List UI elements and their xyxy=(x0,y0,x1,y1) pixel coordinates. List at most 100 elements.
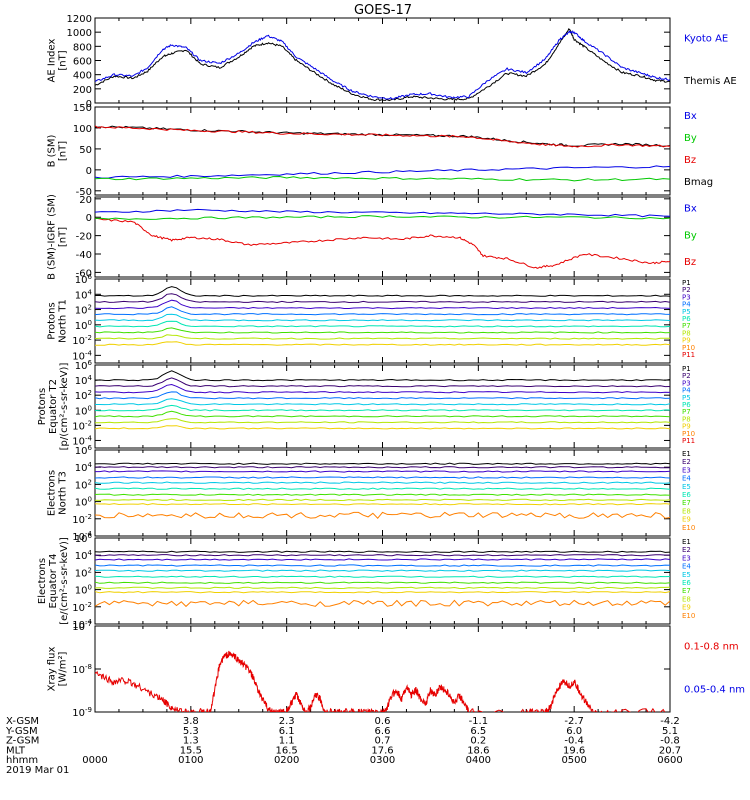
y-axis-label: [nT] xyxy=(58,227,69,247)
y-tick-label: 0 xyxy=(86,99,92,110)
legend-entry: P2 xyxy=(682,372,691,380)
legend-entry: Bmag xyxy=(684,177,713,188)
channel-line xyxy=(95,470,670,473)
y-tick-label: 104 xyxy=(75,374,93,387)
orbit-row-value: 2.3 xyxy=(279,716,295,727)
y-axis-label: [p/(cm²-s-sr-keV)] xyxy=(59,363,70,451)
x-tick-label: 0200 xyxy=(274,755,299,766)
legend-entry: E4 xyxy=(682,563,691,571)
panel-frame xyxy=(94,364,671,449)
y-tick-label: 104 xyxy=(75,288,93,301)
legend-entry: P9 xyxy=(682,423,691,431)
orbit-row-value: 0.2 xyxy=(470,736,486,747)
channel-line xyxy=(95,334,670,340)
channel-line xyxy=(95,554,670,557)
legend-entry: Themis AE xyxy=(683,76,737,87)
y-tick-label: 100 xyxy=(75,404,92,417)
legend-entry: E2 xyxy=(682,458,691,466)
orbit-row-label: MLT xyxy=(6,745,26,756)
panel-frame xyxy=(94,196,671,278)
orbit-row-value: -2.7 xyxy=(564,716,584,727)
channel-line xyxy=(95,462,670,465)
orbit-row-value: 6.0 xyxy=(566,726,582,737)
legend-entry: E1 xyxy=(682,538,691,546)
y-tick-label: 100 xyxy=(73,124,92,135)
series-line-by xyxy=(95,175,670,182)
legend-entry: Bz xyxy=(684,257,696,268)
y-axis-label: Equator T4 xyxy=(48,554,59,609)
orbit-row-value: 5.1 xyxy=(662,726,678,737)
legend-entry: 0.05-0.4 nm xyxy=(684,685,745,696)
orbit-row-value: -0.8 xyxy=(660,736,680,747)
channel-line xyxy=(95,286,670,297)
orbit-row-value: 5.3 xyxy=(183,726,199,737)
y-tick-label: 102 xyxy=(75,389,92,402)
y-tick-label: 100 xyxy=(75,584,92,597)
legend-entry: P6 xyxy=(682,315,691,323)
y-tick-label: 600 xyxy=(73,57,92,68)
legend-entry: E9 xyxy=(682,604,691,612)
y-tick-label: -40 xyxy=(76,250,92,261)
y-tick-label: 104 xyxy=(75,461,93,474)
legend-entry: P1 xyxy=(682,365,691,373)
y-tick-label: 106 xyxy=(75,532,93,545)
legend-entry: E8 xyxy=(682,595,691,603)
y-axis-label: [e/(cm²-s-sr-keV)] xyxy=(59,537,70,625)
panel-frame xyxy=(94,17,671,104)
panel-b_sm: -50 0 50 100 150 B (SM) [nT] Bx By Bz Bmag xyxy=(47,103,714,198)
channel-line xyxy=(95,306,670,316)
series-line-themis-ae xyxy=(95,28,670,102)
legend-entry: P11 xyxy=(682,351,695,359)
x-tick-label: 0600 xyxy=(657,755,682,766)
y-axis-label: [nT] xyxy=(58,141,69,161)
y-tick-label: 100 xyxy=(75,319,92,332)
orbit-row-value: 3.8 xyxy=(183,716,199,727)
panel-xray: 10-7 10-8 10-9 Xray flux [W/m²] 0.1-0.8 nm 0.0… xyxy=(47,620,746,719)
orbit-row-value: 0.7 xyxy=(375,736,391,747)
legend-entry: E3 xyxy=(682,466,691,474)
orbit-row-value: 6.1 xyxy=(279,726,295,737)
x-tick-label: 0500 xyxy=(561,755,586,766)
channel-line xyxy=(95,575,670,578)
legend-entry: Kyoto AE xyxy=(684,33,728,44)
panel-frame xyxy=(94,449,671,537)
y-tick-label: 102 xyxy=(75,566,92,579)
y-tick-label: 10-8 xyxy=(72,663,92,676)
legend-entry: P10 xyxy=(682,344,695,352)
x-tick-label: 0100 xyxy=(178,755,203,766)
channel-line xyxy=(95,558,670,561)
panel-data xyxy=(95,208,670,269)
legend-entry: E8 xyxy=(682,507,691,515)
legend-entry: P2 xyxy=(682,286,691,294)
panel-frame xyxy=(94,278,671,364)
orbit-row-value: 15.5 xyxy=(180,745,202,756)
y-tick-label: 1000 xyxy=(67,28,92,39)
channel-line xyxy=(95,377,670,388)
legend-entry: E4 xyxy=(682,475,691,483)
legend-entry: E2 xyxy=(682,546,691,554)
orbit-row-value: 6.5 xyxy=(470,726,486,737)
legend-entry: Bz xyxy=(684,155,696,166)
y-tick-label: 10-2 xyxy=(72,601,92,614)
orbit-footer: X-GSM 3.8 2.3 0.6 -1.1 -2.7 -4.2 Y-GSM 5.3 6.1 6.6… xyxy=(5,716,683,776)
y-tick-label: 1200 xyxy=(67,14,92,25)
y-tick-label: 106 xyxy=(75,273,93,286)
orbit-row-value: 1.1 xyxy=(279,736,295,747)
panel-data xyxy=(95,28,670,102)
y-axis-label: [nT] xyxy=(58,50,69,70)
y-tick-label: 50 xyxy=(79,145,92,156)
orbit-row-label: X-GSM xyxy=(6,716,39,727)
channel-line xyxy=(95,511,670,519)
legend-entry: E5 xyxy=(682,483,691,491)
legend-entry: E10 xyxy=(682,612,695,620)
y-tick-label: 20 xyxy=(79,195,92,206)
x-tick-label: 0000 xyxy=(82,755,107,766)
y-tick-label: 106 xyxy=(75,444,93,457)
channel-line xyxy=(95,383,670,394)
panel-ae: 0 200 400 600 800 1000 1200 AE Index [nT] Kyoto A… xyxy=(47,14,737,110)
